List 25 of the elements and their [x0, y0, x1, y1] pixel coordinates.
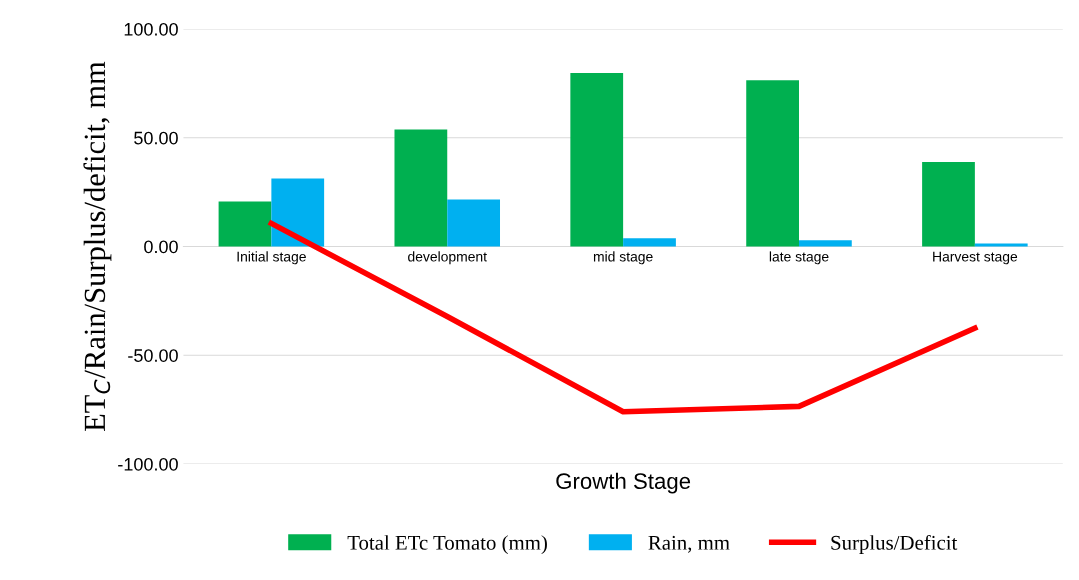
y-tick-label: -50.00 — [128, 349, 178, 362]
legend-label: Surplus/Deficit — [831, 534, 958, 555]
x-tick-label: Initial stage — [237, 251, 306, 265]
x-tick-label: late stage — [769, 251, 829, 265]
x-tick-label: development — [408, 251, 487, 265]
y-tick-label: 50.00 — [134, 131, 178, 145]
bar — [974, 243, 1028, 247]
x-tick-label: mid stage — [593, 251, 653, 265]
bar — [570, 72, 624, 247]
bar — [218, 201, 272, 247]
y-tick-label: -100.00 — [118, 457, 178, 471]
y-tick-label: 0.00 — [144, 240, 178, 254]
bar — [922, 161, 975, 247]
y-tick-label: 100.00 — [124, 22, 178, 36]
x-axis-title: Growth Stage — [556, 472, 691, 494]
bar — [271, 178, 325, 247]
bar — [799, 240, 852, 247]
x-tick-label: Harvest stage — [933, 251, 1018, 265]
legend-label: Total ETc Tomato (mm) — [347, 535, 547, 555]
bar — [623, 238, 676, 247]
legend-label: Rain, mm — [648, 535, 730, 553]
y-axis-title: ET$_{C}$/Rain/Surplus/deficit, mm — [83, 61, 112, 432]
bar — [746, 80, 799, 247]
bar — [447, 199, 501, 247]
bar — [394, 129, 448, 247]
